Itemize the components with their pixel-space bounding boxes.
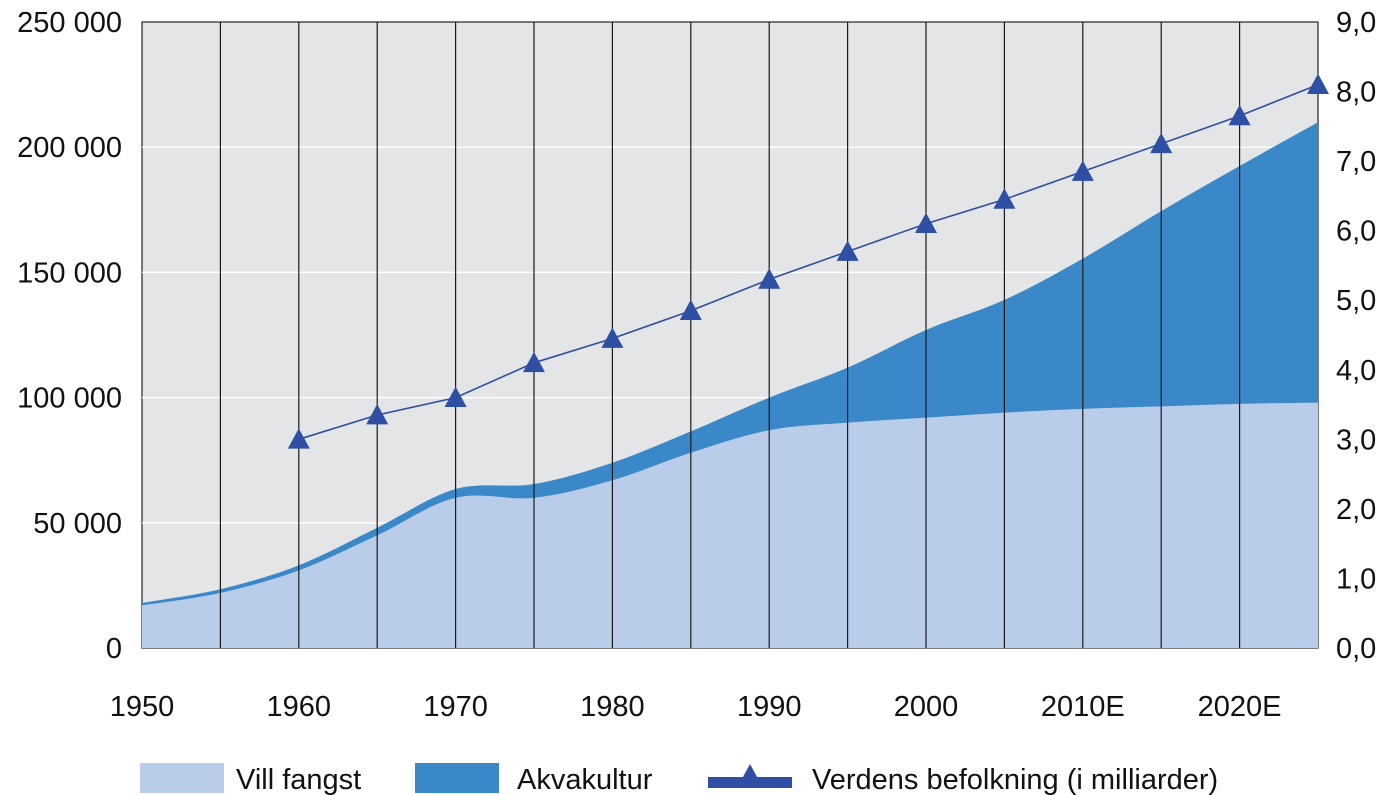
population-point-1965 (366, 403, 389, 425)
right-tick-label: 0,0 (1336, 633, 1376, 665)
left-tick-label: 200 000 (17, 132, 122, 164)
x-axis-ticks: 1950 1960 1970 1980 1990 2000 2010E 2020E (110, 691, 1282, 723)
population-point-1980 (601, 327, 624, 348)
vertical-gridlines (219, 22, 1241, 648)
right-tick-label: 3,0 (1336, 424, 1376, 456)
x-tick-label: 1960 (267, 691, 332, 723)
x-tick-label: 2020E (1198, 691, 1282, 723)
right-tick-label: 6,0 (1336, 216, 1376, 248)
population-point-1970 (444, 386, 467, 407)
x-tick-label: 1970 (423, 691, 488, 723)
left-tick-label: 250 000 (17, 7, 122, 39)
left-tick-label: 0 (106, 633, 122, 665)
x-tick-label: 1990 (737, 691, 802, 723)
population-point-2005 (993, 188, 1016, 209)
legend-label-population: Verdens befolkning (i milliarder) (812, 764, 1218, 795)
x-tick-label: 2000 (894, 691, 959, 723)
right-tick-label: 4,0 (1336, 355, 1376, 387)
legend-swatch-akvakultur (415, 763, 499, 793)
legend-label-vill-fangst: Vill fangst (236, 764, 361, 795)
right-tick-label: 9,0 (1336, 7, 1376, 39)
right-axis-ticks: 0,0 1,0 2,0 3,0 4,0 5,0 6,0 7,0 8,0 9,0 (1336, 7, 1376, 665)
x-tick-label: 2010E (1041, 691, 1125, 723)
left-tick-label: 50 000 (33, 508, 122, 540)
right-tick-label: 5,0 (1336, 285, 1376, 317)
stacked-areas (142, 122, 1318, 648)
right-tick-label: 7,0 (1336, 146, 1376, 178)
population-point-2000 (915, 212, 937, 234)
left-axis-ticks: 0 50 000 100 000 150 000 200 000 250 000 (17, 7, 122, 665)
population-point-1960 (287, 428, 310, 449)
area-vill-fangst (142, 402, 1318, 648)
legend: Vill fangst Akvakultur Verdens befolknin… (140, 763, 1218, 795)
legend-label-akvakultur: Akvakultur (517, 764, 653, 795)
population-line (287, 73, 1329, 449)
x-tick-label: 1950 (110, 691, 175, 723)
x-tick-label: 1980 (580, 691, 645, 723)
population-point-2015 (1150, 132, 1173, 154)
population-point-2025 (1307, 73, 1329, 94)
right-tick-label: 1,0 (1336, 563, 1376, 595)
population-point-1975 (523, 351, 545, 373)
population-point-2010 (1071, 160, 1094, 181)
population-series-line (298, 83, 1319, 441)
right-tick-label: 2,0 (1336, 494, 1376, 526)
legend-swatch-vill-fangst (140, 763, 224, 793)
right-tick-label: 8,0 (1336, 77, 1376, 109)
population-point-1995 (836, 240, 859, 261)
left-tick-label: 100 000 (17, 383, 122, 415)
left-tick-label: 150 000 (17, 257, 122, 289)
population-point-1990 (758, 268, 781, 289)
legend-triangle-icon (738, 764, 762, 786)
population-point-2020 (1228, 104, 1251, 126)
population-point-1985 (679, 299, 702, 321)
